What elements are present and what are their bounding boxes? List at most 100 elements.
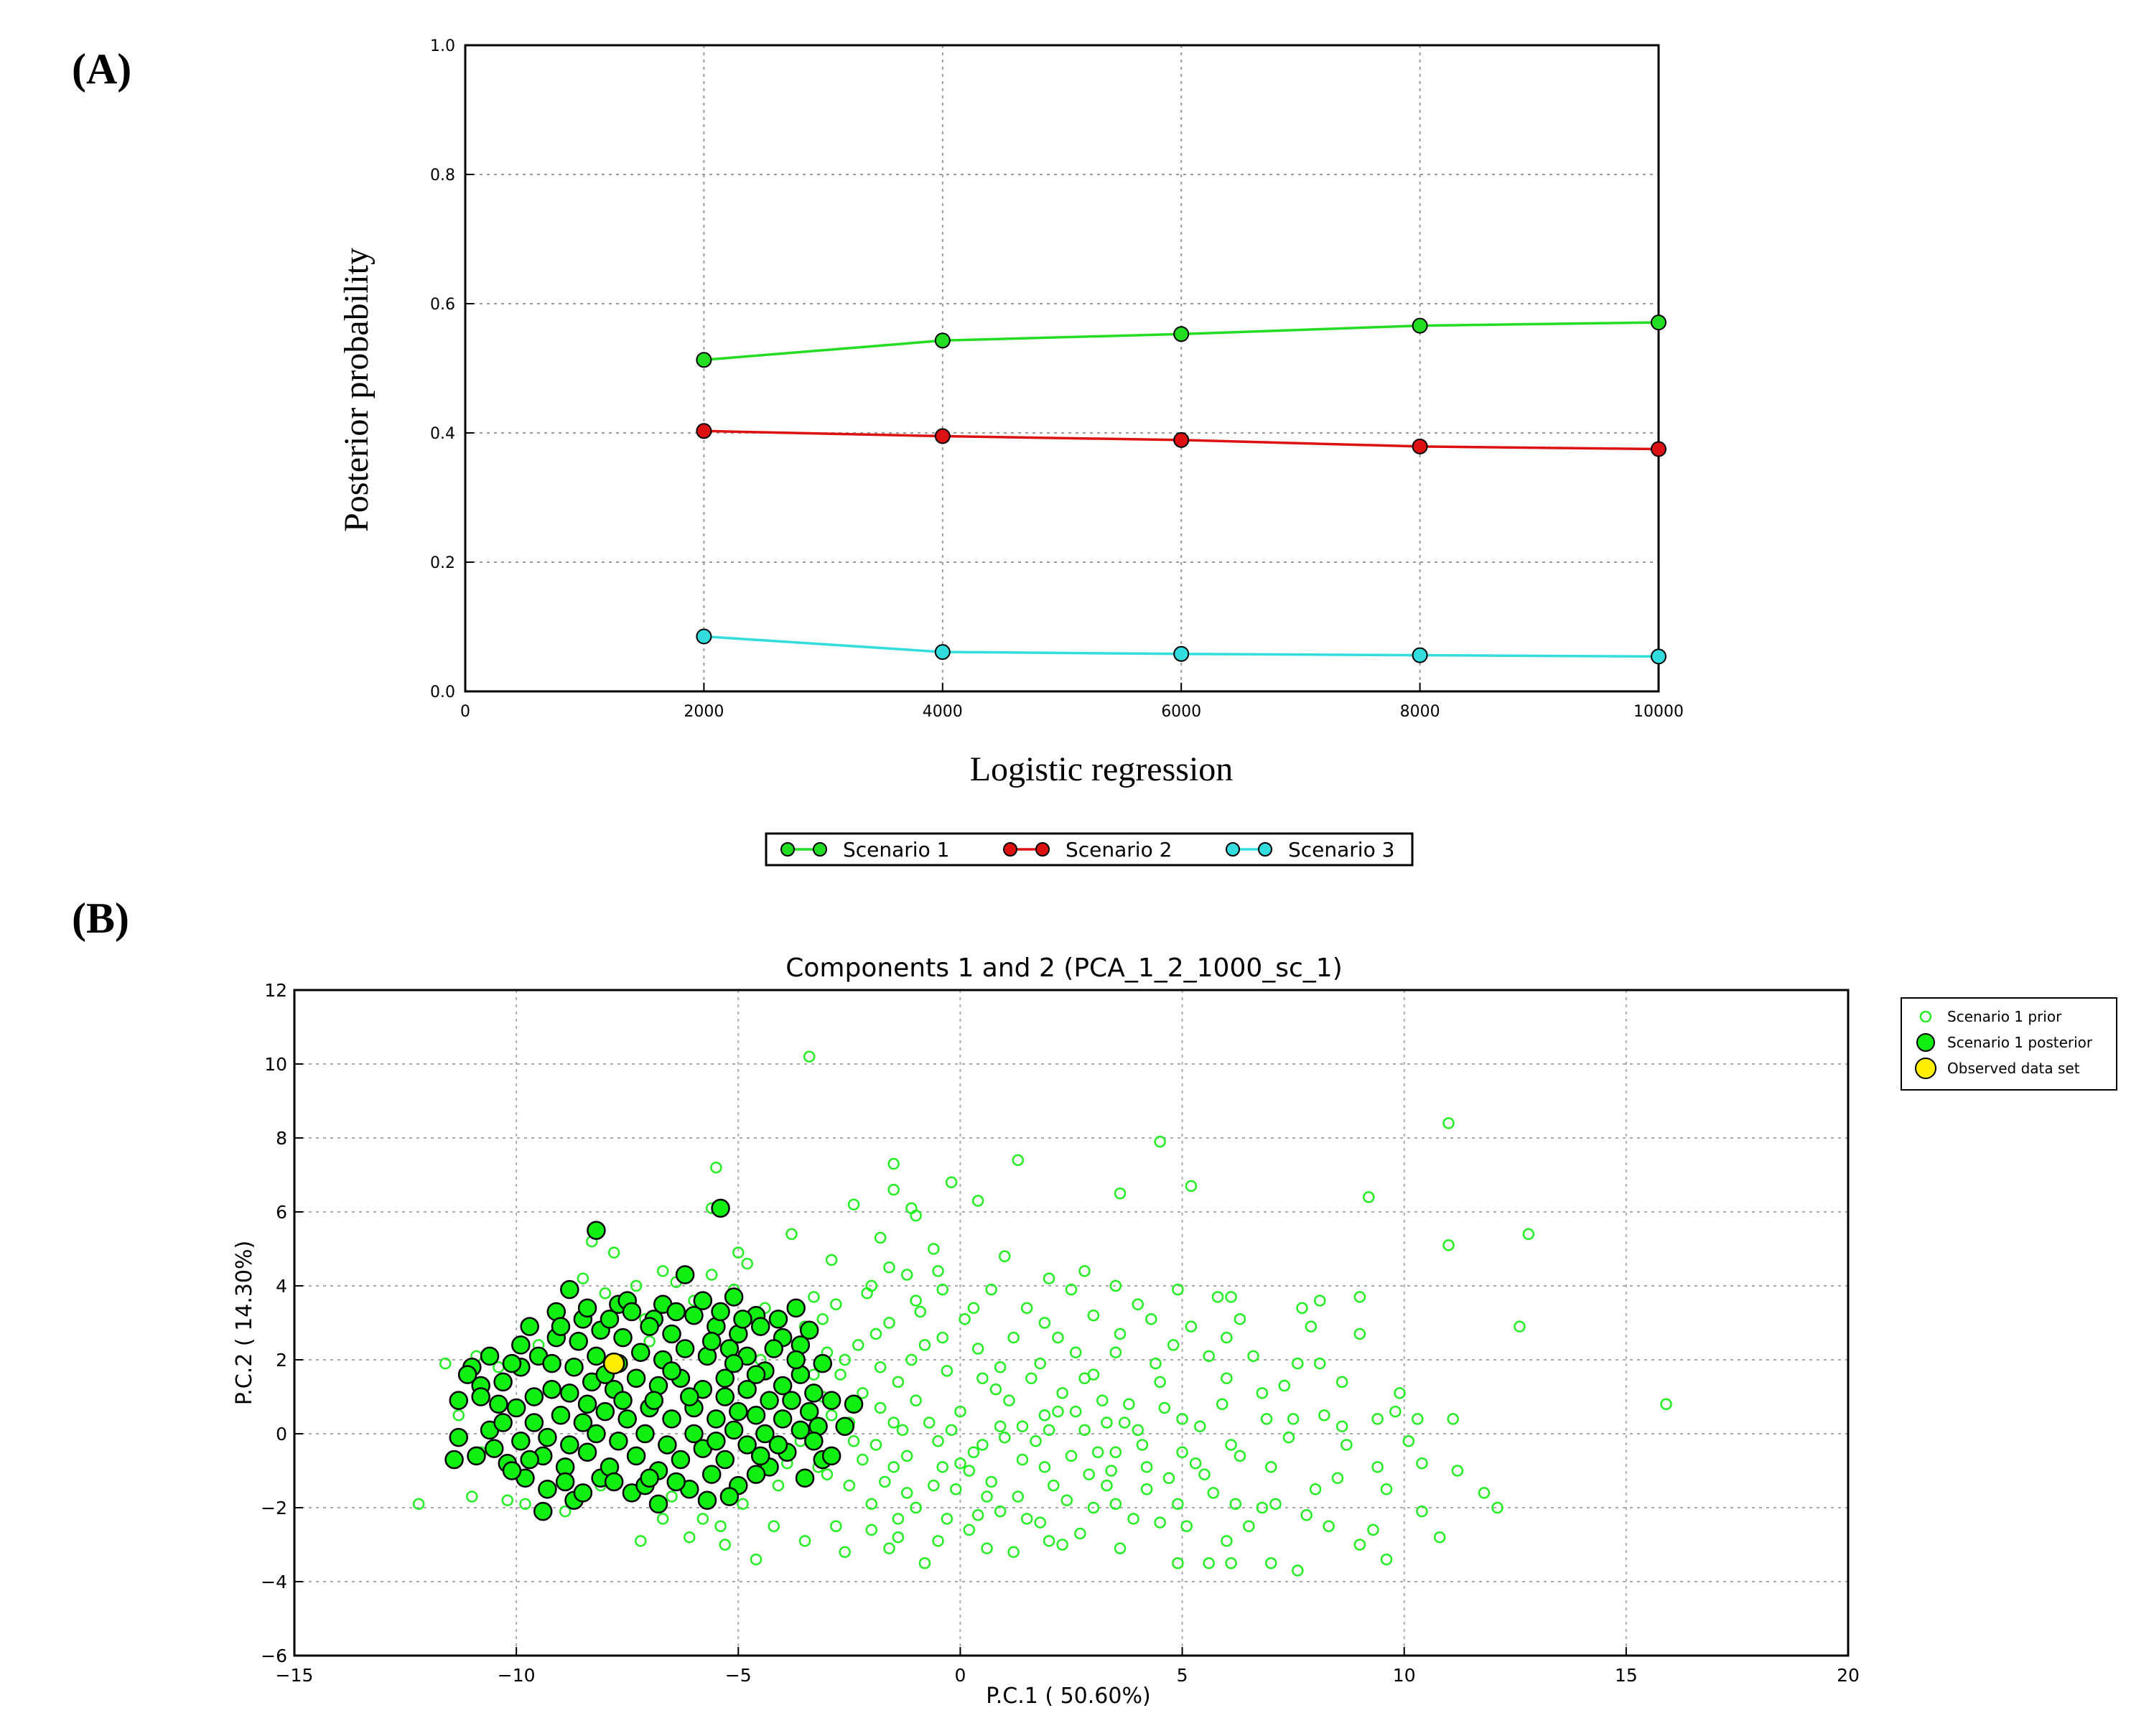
prior-point (696, 1513, 709, 1525)
prior-point (732, 1246, 745, 1259)
posterior-point (533, 1501, 553, 1521)
prior-point (1203, 1350, 1215, 1363)
prior-point (1069, 1346, 1082, 1358)
posterior-point (662, 1324, 681, 1344)
prior-point (932, 1535, 944, 1547)
prior-point (941, 1513, 954, 1525)
prior-point (607, 1246, 620, 1259)
prior-point (900, 1269, 913, 1281)
prior-point (1260, 1413, 1273, 1425)
prior-point (1180, 1520, 1193, 1532)
prior-point (1229, 1498, 1242, 1511)
posterior-point (768, 1435, 788, 1455)
prior-point (1491, 1501, 1503, 1514)
prior-point (1335, 1376, 1348, 1389)
posterior-point (577, 1298, 597, 1318)
prior-point (439, 1357, 452, 1370)
prior-point (1447, 1413, 1459, 1425)
x-tick-label: 5 (1177, 1665, 1188, 1686)
plot-frame-b (293, 989, 1850, 1657)
legend-label: Scenario 3 (1288, 838, 1394, 862)
posterior-point (609, 1432, 628, 1451)
prior-point (936, 1283, 948, 1296)
posterior-point (587, 1424, 606, 1444)
prior-point (1074, 1527, 1086, 1540)
posterior-point (542, 1353, 561, 1373)
prior-point (967, 1302, 980, 1315)
prior-point (883, 1261, 895, 1274)
posterior-point (719, 1487, 740, 1506)
prior-point (994, 1505, 1007, 1518)
prior-point (772, 1479, 785, 1492)
prior-point (1136, 1439, 1149, 1451)
prior-point (656, 1513, 669, 1525)
prior-point (1660, 1398, 1672, 1411)
prior-point (1025, 1372, 1038, 1384)
prior-point (1309, 1483, 1322, 1495)
prior-point (1371, 1461, 1384, 1473)
posterior-point (711, 1198, 730, 1218)
prior-point (999, 1431, 1011, 1444)
prior-point (1087, 1309, 1100, 1322)
prior-point (1331, 1472, 1344, 1485)
posterior-point (493, 1372, 513, 1392)
x-tick-label: 20 (1837, 1665, 1860, 1686)
prior-point (1154, 1135, 1166, 1148)
y-tick-label: 0.6 (430, 296, 455, 314)
prior-point (887, 1183, 900, 1196)
posterior-point (737, 1435, 757, 1455)
data-point (696, 628, 712, 645)
posterior-point (760, 1391, 779, 1410)
prior-point (830, 1298, 842, 1310)
prior-point (928, 1243, 940, 1255)
data-point (1412, 438, 1428, 454)
prior-point (1048, 1479, 1060, 1492)
prior-point (976, 1439, 989, 1451)
prior-point (1225, 1439, 1237, 1451)
prior-point (1442, 1117, 1455, 1129)
legend-label: Scenario 1 posterior (1947, 1034, 2093, 1051)
prior-point (1247, 1350, 1259, 1363)
data-point (696, 423, 712, 439)
posterior-point (587, 1346, 606, 1366)
posterior-point (675, 1339, 695, 1358)
prior-point (896, 1424, 909, 1437)
prior-point (1114, 1327, 1127, 1340)
y-axis-label: P.C.2 ( 14.30%) (232, 1241, 257, 1405)
prior-point (1020, 1302, 1033, 1315)
posterior-point (729, 1401, 748, 1422)
posterior-point (551, 1406, 571, 1425)
posterior-point (520, 1317, 539, 1336)
prior-point (879, 1475, 891, 1488)
panel-label-a: (A) (72, 45, 132, 93)
prior-point (1216, 1398, 1228, 1411)
posterior-point (555, 1472, 575, 1492)
prior-point (1278, 1379, 1291, 1392)
posterior-point (644, 1391, 664, 1410)
prior-point (1114, 1187, 1127, 1200)
legend-box-a (765, 832, 1414, 867)
prior-point (1140, 1483, 1153, 1495)
posterior-point (489, 1394, 508, 1414)
prior-point (1101, 1417, 1113, 1429)
prior-point (985, 1475, 997, 1488)
prior-point (923, 1417, 936, 1429)
posterior-point (675, 1265, 695, 1284)
prior-point (1109, 1279, 1122, 1292)
posterior-point (524, 1387, 544, 1406)
prior-point (1287, 1413, 1300, 1425)
posterior-point (471, 1387, 490, 1406)
x-tick-label: 15 (1615, 1665, 1638, 1686)
prior-point (1198, 1468, 1211, 1480)
data-point (1173, 326, 1190, 342)
legend-marker (813, 842, 827, 857)
y-tick-label: 0 (276, 1424, 287, 1445)
prior-point (1065, 1450, 1078, 1462)
prior-point (918, 1339, 931, 1351)
prior-point (1380, 1483, 1393, 1495)
posterior-point (724, 1353, 744, 1373)
prior-point (1038, 1317, 1051, 1329)
prior-point (656, 1265, 669, 1277)
prior-point (981, 1542, 993, 1554)
